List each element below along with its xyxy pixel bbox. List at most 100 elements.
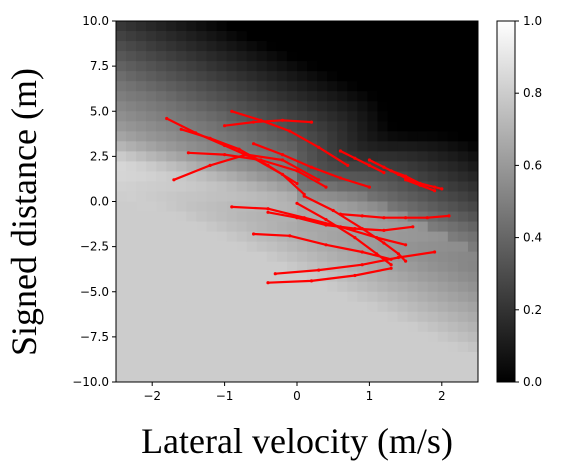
heatmap-cell <box>226 271 238 283</box>
colorbar <box>496 20 516 383</box>
heatmap-cell <box>297 61 308 72</box>
heatmap-cell <box>186 91 197 102</box>
heatmap-cell <box>437 41 449 52</box>
heatmap-cell <box>146 361 157 373</box>
heatmap-cell <box>297 351 308 363</box>
heatmap-cell <box>236 351 248 363</box>
heatmap-cell <box>317 371 328 383</box>
heatmap-cell <box>196 331 207 343</box>
heatmap-cell <box>427 131 439 142</box>
heatmap-cell <box>156 311 167 323</box>
heatmap-cell <box>357 151 368 162</box>
heatmap-cell <box>347 311 358 323</box>
heatmap-cell <box>146 271 157 283</box>
heatmap-cell <box>337 71 348 82</box>
heatmap-cell <box>297 41 308 52</box>
heatmap-cell <box>286 291 298 303</box>
heatmap-cell <box>407 181 419 192</box>
heatmap-cell <box>256 271 268 283</box>
heatmap-cell <box>387 281 399 293</box>
trajectory-point <box>230 109 234 113</box>
heatmap-cell <box>186 41 197 52</box>
heatmap-cell <box>236 341 248 353</box>
heatmap-cell <box>367 141 378 152</box>
heatmap-cell <box>196 281 207 293</box>
heatmap-cell <box>347 111 358 122</box>
heatmap-cell <box>246 351 258 363</box>
heatmap-cell <box>457 41 469 52</box>
heatmap-cell <box>226 101 238 112</box>
heatmap-cell <box>156 71 167 82</box>
heatmap-cell <box>357 181 368 192</box>
heatmap-cell <box>136 21 147 32</box>
heatmap-cell <box>196 201 207 213</box>
heatmap-cell <box>276 171 288 182</box>
heatmap-cell <box>297 81 308 92</box>
heatmap-cell <box>266 211 278 223</box>
heatmap-cell <box>156 371 167 383</box>
heatmap-cell <box>337 171 348 182</box>
heatmap-cell <box>186 101 197 112</box>
heatmap-cell <box>317 111 328 122</box>
heatmap-cell <box>256 21 268 32</box>
heatmap-cell <box>286 81 298 92</box>
heatmap-cell <box>226 221 238 233</box>
heatmap-cell <box>397 221 409 233</box>
heatmap-cell <box>236 251 248 263</box>
heatmap-cell <box>236 221 248 233</box>
heatmap-cell <box>256 51 268 62</box>
heatmap-cell <box>467 101 479 112</box>
heatmap-cell <box>116 211 127 223</box>
heatmap-cell <box>186 371 197 383</box>
heatmap-cell <box>317 221 328 233</box>
heatmap-cell <box>146 21 157 32</box>
heatmap-cell <box>286 351 298 363</box>
heatmap-cell <box>337 111 348 122</box>
heatmap-cell <box>216 21 228 32</box>
heatmap-cell <box>286 301 298 313</box>
heatmap-cell <box>196 211 207 223</box>
heatmap-cell <box>457 131 469 142</box>
heatmap-cell <box>126 221 137 233</box>
heatmap-cell <box>467 131 479 142</box>
heatmap-cell <box>367 341 378 353</box>
heatmap-cell <box>176 111 187 122</box>
heatmap-cell <box>236 111 248 122</box>
heatmap-cell <box>457 361 469 373</box>
heatmap-cell <box>357 361 368 373</box>
heatmap-cell <box>206 191 218 202</box>
heatmap-cell <box>276 41 288 52</box>
heatmap-cell <box>397 31 409 42</box>
heatmap-cell <box>307 281 318 293</box>
heatmap-cell <box>367 21 378 32</box>
heatmap-cell <box>337 51 348 62</box>
heatmap-cell <box>447 151 459 162</box>
heatmap-cell <box>256 251 268 263</box>
heatmap-cell <box>357 371 368 383</box>
heatmap-cell <box>216 241 228 253</box>
heatmap-cell <box>427 291 439 303</box>
heatmap-cell <box>256 301 268 313</box>
heatmap-cell <box>397 311 409 323</box>
heatmap-cell <box>196 321 207 333</box>
heatmap-cell <box>347 141 358 152</box>
heatmap-cell <box>186 341 197 353</box>
heatmap-cell <box>156 111 167 122</box>
y-tick-label: −2.5 <box>80 240 109 254</box>
heatmap-cell <box>276 51 288 62</box>
heatmap-cell <box>126 231 137 243</box>
heatmap-cell <box>226 311 238 323</box>
heatmap-cell <box>307 21 318 32</box>
trajectory-point <box>382 171 386 175</box>
heatmap-cell <box>347 341 358 353</box>
heatmap-cell <box>297 21 308 32</box>
y-tick-label: 10.0 <box>82 14 109 28</box>
heatmap-cell <box>156 21 167 32</box>
heatmap-cell <box>126 331 137 343</box>
heatmap-cell <box>166 151 177 162</box>
heatmap-cell <box>457 211 469 223</box>
heatmap-cell <box>317 31 328 42</box>
heatmap-cell <box>407 281 419 293</box>
heatmap-cell <box>116 281 127 293</box>
heatmap-cell <box>417 131 429 142</box>
